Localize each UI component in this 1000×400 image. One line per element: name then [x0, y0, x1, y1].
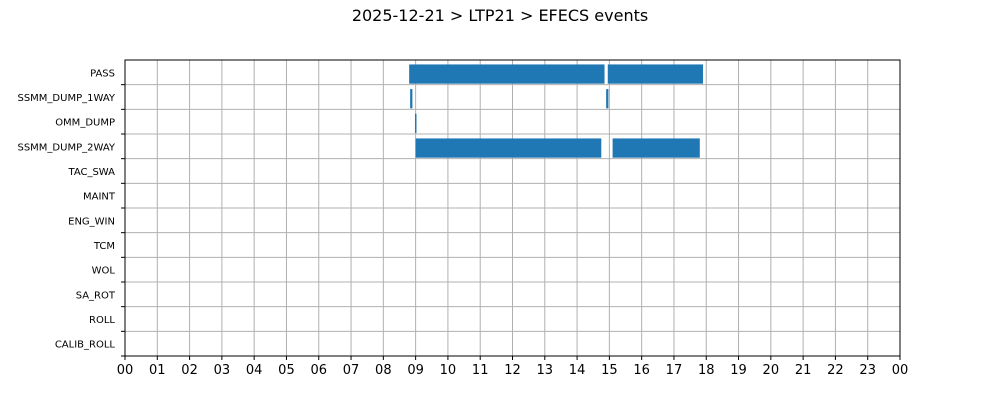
x-tick-label: 22 [827, 363, 844, 378]
x-tick-label: 05 [278, 363, 295, 378]
x-tick-label: 06 [310, 363, 327, 378]
y-tick-label-tac-swa: TAC_SWA [67, 167, 115, 178]
x-tick-label: 21 [795, 363, 812, 378]
y-tick-label-pass: PASS [90, 68, 115, 79]
x-tick-label: 11 [472, 363, 489, 378]
x-tick-label: 04 [246, 363, 263, 378]
y-tick-label-maint: MAINT [83, 192, 116, 203]
event-bar-pass [409, 64, 605, 84]
y-tick-label-wol: WOL [92, 266, 116, 277]
x-tick-label: 00 [117, 363, 134, 378]
x-tick-label: 23 [859, 363, 876, 378]
x-tick-label: 17 [666, 363, 683, 378]
y-tick-label-omm-dump: OMM_DUMP [55, 118, 115, 129]
x-tick-label: 01 [149, 363, 166, 378]
y-tick-label-eng-win: ENG_WIN [68, 216, 115, 227]
y-tick-label-ssmm-dump-2way: SSMM_DUMP_2WAY [17, 142, 115, 153]
x-tick-label: 07 [343, 363, 360, 378]
y-tick-label-tcm: TCM [93, 241, 115, 252]
x-tick-label: 13 [537, 363, 554, 378]
grid-layer [124, 60, 901, 357]
x-tick-label: 08 [375, 363, 392, 378]
event-bar-ssmm-dump-1way [606, 89, 609, 109]
x-tick-label: 10 [440, 363, 457, 378]
x-tick-label: 09 [407, 363, 424, 378]
chart-title: 2025-12-21 > LTP21 > EFECS events [351, 6, 649, 25]
y-tick-label-roll: ROLL [89, 315, 115, 326]
y-tick-label-calib-roll: CALIB_ROLL [55, 340, 116, 351]
event-bar-pass [607, 64, 704, 84]
plot-frame [124, 59, 901, 357]
x-tick-label: 19 [730, 363, 747, 378]
event-bar-ssmm-dump-2way [415, 138, 602, 158]
y-tick-label-sa-rot: SA_ROT [76, 290, 116, 301]
x-tick-labels: 00 01 02 03 04 05 06 07 08 09 10 11 12 13 14 15 16 17 18 19… [117, 363, 909, 378]
x-tick-label: 00 [892, 363, 909, 378]
x-tick-label: 02 [181, 363, 198, 378]
y-tick-labels: PASS SSMM_DUMP_1WAY OMM_DUMP SSMM_DUMP_2WAY… [17, 68, 115, 350]
x-tick-label: 16 [633, 363, 650, 378]
x-tick-label: 18 [698, 363, 715, 378]
event-bar-ssmm-dump-2way [612, 138, 700, 158]
axes-layer [121, 59, 901, 360]
x-tick-label: 20 [763, 363, 780, 378]
y-tick-label-ssmm-dump-1way: SSMM_DUMP_1WAY [17, 93, 115, 104]
bars-layer [409, 64, 704, 158]
x-tick-label: 03 [214, 363, 231, 378]
event-bar-ssmm-dump-1way [410, 89, 413, 109]
x-tick-label: 14 [569, 363, 586, 378]
event-bar-omm-dump [414, 113, 417, 134]
x-tick-label: 12 [504, 363, 521, 378]
x-tick-label: 15 [601, 363, 618, 378]
